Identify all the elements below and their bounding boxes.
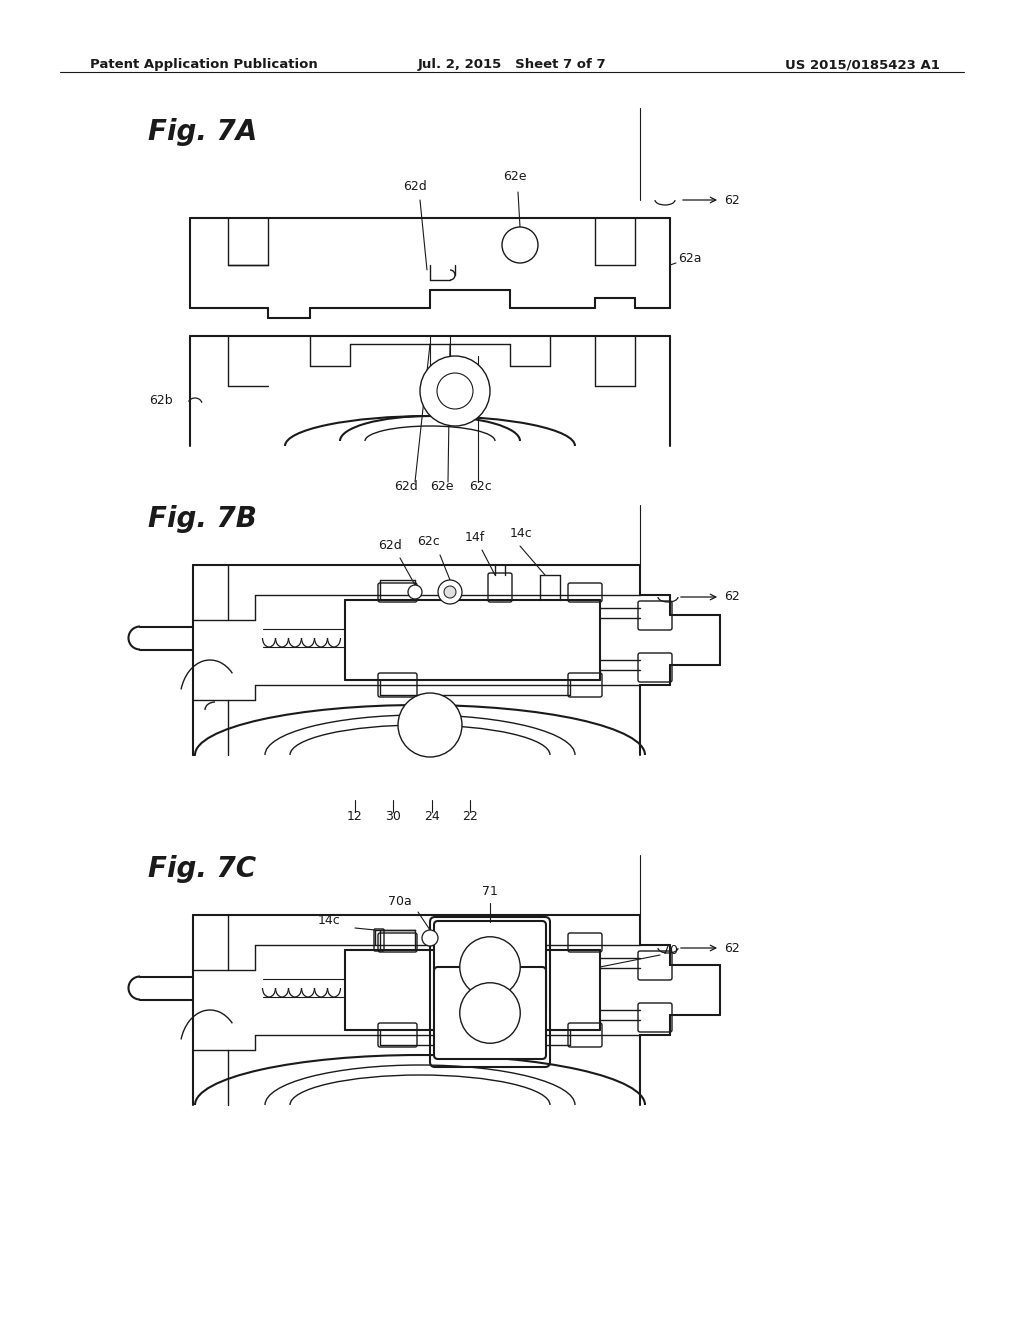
Text: 14c: 14c [317,913,340,927]
Text: 62c: 62c [469,480,492,492]
FancyBboxPatch shape [434,921,546,1012]
Circle shape [444,586,456,598]
Text: Patent Application Publication: Patent Application Publication [90,58,317,71]
Circle shape [408,585,422,599]
Text: 14f: 14f [465,531,485,544]
Circle shape [438,579,462,605]
Text: 70a: 70a [388,895,412,908]
Text: 12: 12 [347,810,362,822]
Text: 62c: 62c [417,535,439,548]
Text: 30: 30 [385,810,401,822]
Text: Fig. 7A: Fig. 7A [148,117,257,147]
Text: 14c: 14c [510,527,532,540]
Text: 62b: 62b [150,395,173,408]
Text: 22: 22 [462,810,478,822]
Text: 62d: 62d [394,480,418,492]
Text: 62: 62 [724,194,739,206]
Text: Fig. 7B: Fig. 7B [148,506,257,533]
Circle shape [502,227,538,263]
Circle shape [460,983,520,1043]
Text: Jul. 2, 2015   Sheet 7 of 7: Jul. 2, 2015 Sheet 7 of 7 [418,58,606,71]
Text: Fig. 7C: Fig. 7C [148,855,256,883]
Text: 62e: 62e [430,480,454,492]
Text: 62: 62 [724,590,739,603]
Text: 71: 71 [482,884,498,898]
Circle shape [398,693,462,756]
FancyBboxPatch shape [434,968,546,1059]
Text: 62d: 62d [403,180,427,193]
Text: 62d: 62d [378,539,401,552]
Text: 62a: 62a [678,252,701,264]
Text: US 2015/0185423 A1: US 2015/0185423 A1 [785,58,940,71]
Circle shape [460,937,520,997]
Text: 62: 62 [724,941,739,954]
Circle shape [422,931,438,946]
Text: 70: 70 [662,944,678,957]
Circle shape [420,356,490,426]
Text: 24: 24 [424,810,440,822]
Text: 62e: 62e [503,170,526,183]
Circle shape [437,374,473,409]
